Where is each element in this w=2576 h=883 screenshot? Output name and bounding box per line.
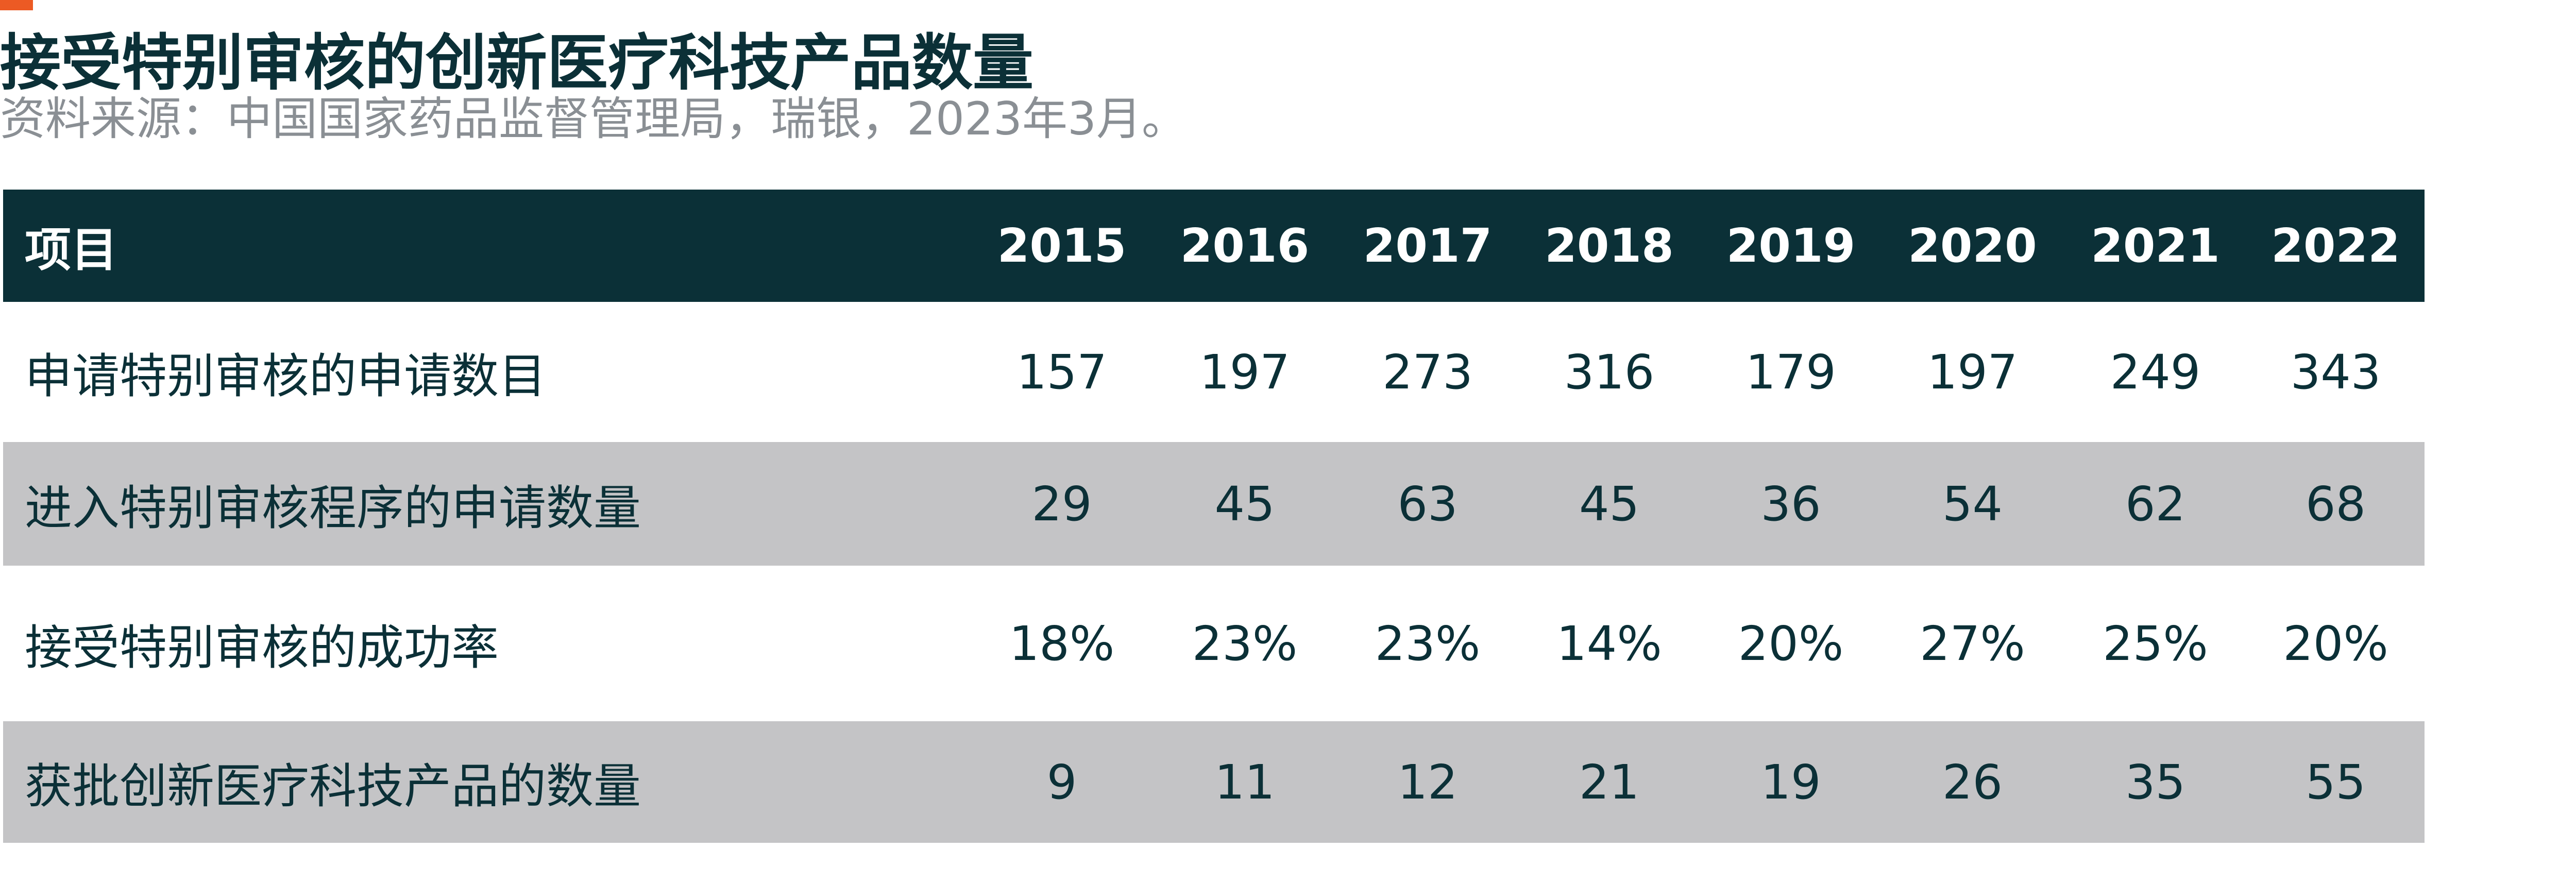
table-cell: 197	[1927, 344, 2018, 400]
table-row: 申请特别审核的申请数目 157 197 273 316 179 197 249 …	[3, 302, 2425, 442]
table-cell: 25%	[2103, 616, 2208, 671]
table-cell: 20%	[1738, 616, 1844, 671]
table-cell: 62	[2125, 476, 2186, 532]
column-header: 2015	[997, 218, 1127, 273]
column-header: 2018	[1545, 218, 1674, 273]
row-label: 申请特别审核的申请数目	[25, 348, 547, 404]
table-cell: 35	[2125, 754, 2186, 810]
table-cell: 45	[1579, 476, 1640, 532]
table-cell: 55	[2305, 754, 2366, 810]
table-cell: 21	[1579, 754, 1640, 810]
table-row: 获批创新医疗科技产品的数量 9 11 12 21 19 26 35 55	[3, 721, 2425, 843]
table-cell: 68	[2305, 476, 2366, 532]
data-table: 项目 2015 2016 2017 2018 2019 2020 2021 20…	[3, 190, 2425, 843]
accent-bar	[0, 0, 33, 10]
table-cell: 45	[1214, 476, 1275, 532]
table-cell: 18%	[1009, 616, 1115, 671]
table-cell: 343	[2290, 344, 2381, 400]
table-cell: 273	[1382, 344, 1473, 400]
table-header-row: 项目 2015 2016 2017 2018 2019 2020 2021 20…	[3, 190, 2425, 302]
column-header: 2016	[1180, 218, 1310, 273]
table-cell: 23%	[1192, 616, 1298, 671]
table-row: 接受特别审核的成功率 18% 23% 23% 14% 20% 27% 25% 2…	[3, 566, 2425, 721]
table-cell: 26	[1942, 754, 2003, 810]
table-cell: 316	[1564, 344, 1655, 400]
column-header: 2021	[2091, 218, 2220, 273]
table-cell: 29	[1031, 476, 1092, 532]
table-cell: 54	[1942, 476, 2003, 532]
table-cell: 19	[1760, 754, 1821, 810]
row-label: 获批创新医疗科技产品的数量	[25, 758, 641, 814]
table-row: 进入特别审核程序的申请数量 29 45 63 45 36 54 62 68	[3, 442, 2425, 566]
table-cell: 23%	[1375, 616, 1481, 671]
table-cell: 12	[1397, 754, 1458, 810]
table-cell: 157	[1016, 344, 1107, 400]
chart-subtitle: 资料来源：中国国家药品监督管理局，瑞银，2023年3月。	[0, 92, 1187, 145]
table-cell: 197	[1199, 344, 1290, 400]
table-cell: 20%	[2283, 616, 2388, 671]
row-label: 接受特别审核的成功率	[25, 620, 499, 675]
column-header: 2022	[2271, 218, 2400, 273]
table-cell: 36	[1760, 476, 1821, 532]
table-cell: 249	[2110, 344, 2201, 400]
column-header: 2017	[1363, 218, 1493, 273]
table-cell: 63	[1397, 476, 1458, 532]
table-cell: 14%	[1556, 616, 1662, 671]
table-cell: 179	[1745, 344, 1836, 400]
column-header: 2019	[1726, 218, 1856, 273]
column-header: 2020	[1908, 218, 2037, 273]
header-label: 项目	[25, 223, 117, 277]
table-cell: 9	[1046, 754, 1077, 810]
chart-title: 接受特别审核的创新医疗科技产品数量	[0, 27, 1034, 98]
row-label: 进入特别审核程序的申请数量	[25, 480, 641, 536]
table-cell: 11	[1214, 754, 1275, 810]
table-cell: 27%	[1920, 616, 2025, 671]
